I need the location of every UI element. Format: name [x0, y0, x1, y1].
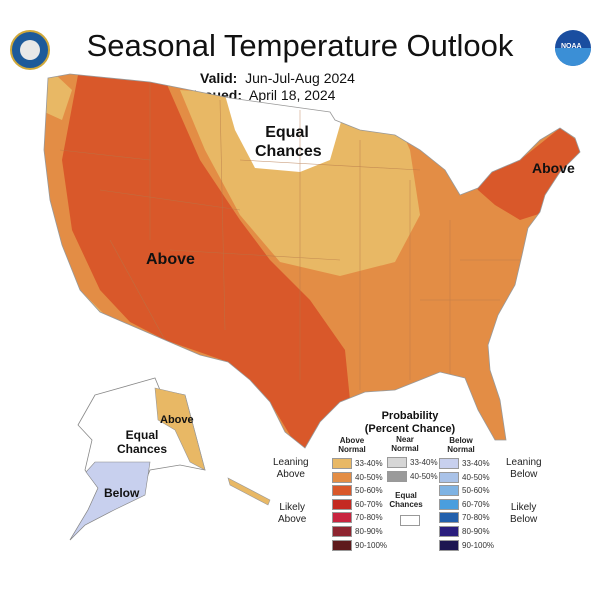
swatch-below-3 [439, 498, 459, 510]
likely-below-label: Likely Below [510, 502, 538, 525]
region-equal-chances [225, 95, 345, 172]
valid-line: Valid: Jun-Jul-Aug 2024 [200, 70, 355, 86]
range-below-3: 60-70% [462, 499, 490, 509]
state-borders [59, 82, 520, 390]
range-below-2: 50-60% [462, 486, 490, 496]
swatch-below-1 [439, 471, 459, 483]
range-below-5: 80-90% [462, 527, 490, 536]
noaa-logo: NOAA [555, 30, 591, 66]
col-header-below: Below Normal [447, 436, 475, 454]
range-below-0: 33-40% [462, 459, 490, 468]
range-above-1: 40-50% [355, 472, 383, 482]
page-title: Seasonal Temperature Outlook [86, 28, 514, 63]
swatch-below-0 [439, 458, 459, 469]
label-north-equal: Equal Chances [255, 124, 322, 160]
range-above-0: 33-40% [355, 459, 383, 468]
swatch-above-6 [332, 539, 352, 551]
swatch-below-2 [439, 485, 459, 497]
valid-label: Valid: [200, 70, 238, 86]
issued-value: April 18, 2024 [249, 87, 336, 103]
range-below-4: 70-80% [462, 513, 490, 523]
range-above-3: 60-70% [355, 499, 383, 509]
swatch-above-3 [332, 498, 352, 510]
legend: Probability (Percent Chance) Above Normal … [270, 405, 600, 555]
label-ak-above: Above [160, 414, 194, 426]
range-below-1: 40-50% [462, 472, 490, 482]
swatch-near-1 [387, 470, 407, 482]
range-above-6: 90-100% [355, 540, 388, 550]
leaning-above-label: Leaning Above [273, 457, 309, 480]
alaska-below-region [69, 461, 151, 541]
label-northeast-above: Above [532, 160, 575, 176]
range-above-2: 50-60% [355, 486, 383, 496]
label-ak-below: Below [104, 486, 140, 500]
alaska-above-region [154, 387, 206, 471]
label-ak-equal: Equal Chances [116, 428, 168, 456]
likely-above-label: Likely Above [278, 502, 307, 525]
swatch-below-4 [439, 512, 459, 524]
swatch-above-2 [332, 485, 352, 497]
swatch-above-0 [332, 458, 352, 469]
region-west-above-50-60 [62, 75, 350, 448]
swatch-below-6 [439, 539, 459, 551]
swatch-above-4 [332, 512, 352, 524]
range-above-5: 80-90% [355, 527, 383, 536]
col-header-above: Above Normal [338, 436, 366, 454]
region-northeast-above-50-60 [470, 128, 580, 220]
range-near-1: 40-50% [410, 471, 438, 481]
swatch-near-0 [387, 457, 407, 468]
equal-chances-label: Equal Chances [389, 491, 423, 509]
leaning-below-label: Leaning Below [506, 457, 542, 480]
range-near-0: 33-40% [410, 458, 438, 467]
swatch-above-5 [332, 526, 352, 537]
doc-seal-logo [10, 30, 50, 70]
us-outline [43, 73, 581, 449]
swatch-above-1 [332, 471, 352, 483]
legend-title: Probability (Percent Chance) [364, 410, 456, 435]
col-header-near: Near Normal [391, 435, 419, 453]
valid-value: Jun-Jul-Aug 2024 [245, 70, 355, 86]
alaska-panhandle [227, 477, 271, 506]
range-below-6: 90-100% [462, 540, 495, 550]
swatch-below-5 [439, 526, 459, 537]
label-west-above: Above [146, 251, 195, 268]
alaska-map [69, 377, 271, 541]
range-above-4: 70-80% [355, 513, 383, 523]
swatch-equal [400, 515, 420, 526]
